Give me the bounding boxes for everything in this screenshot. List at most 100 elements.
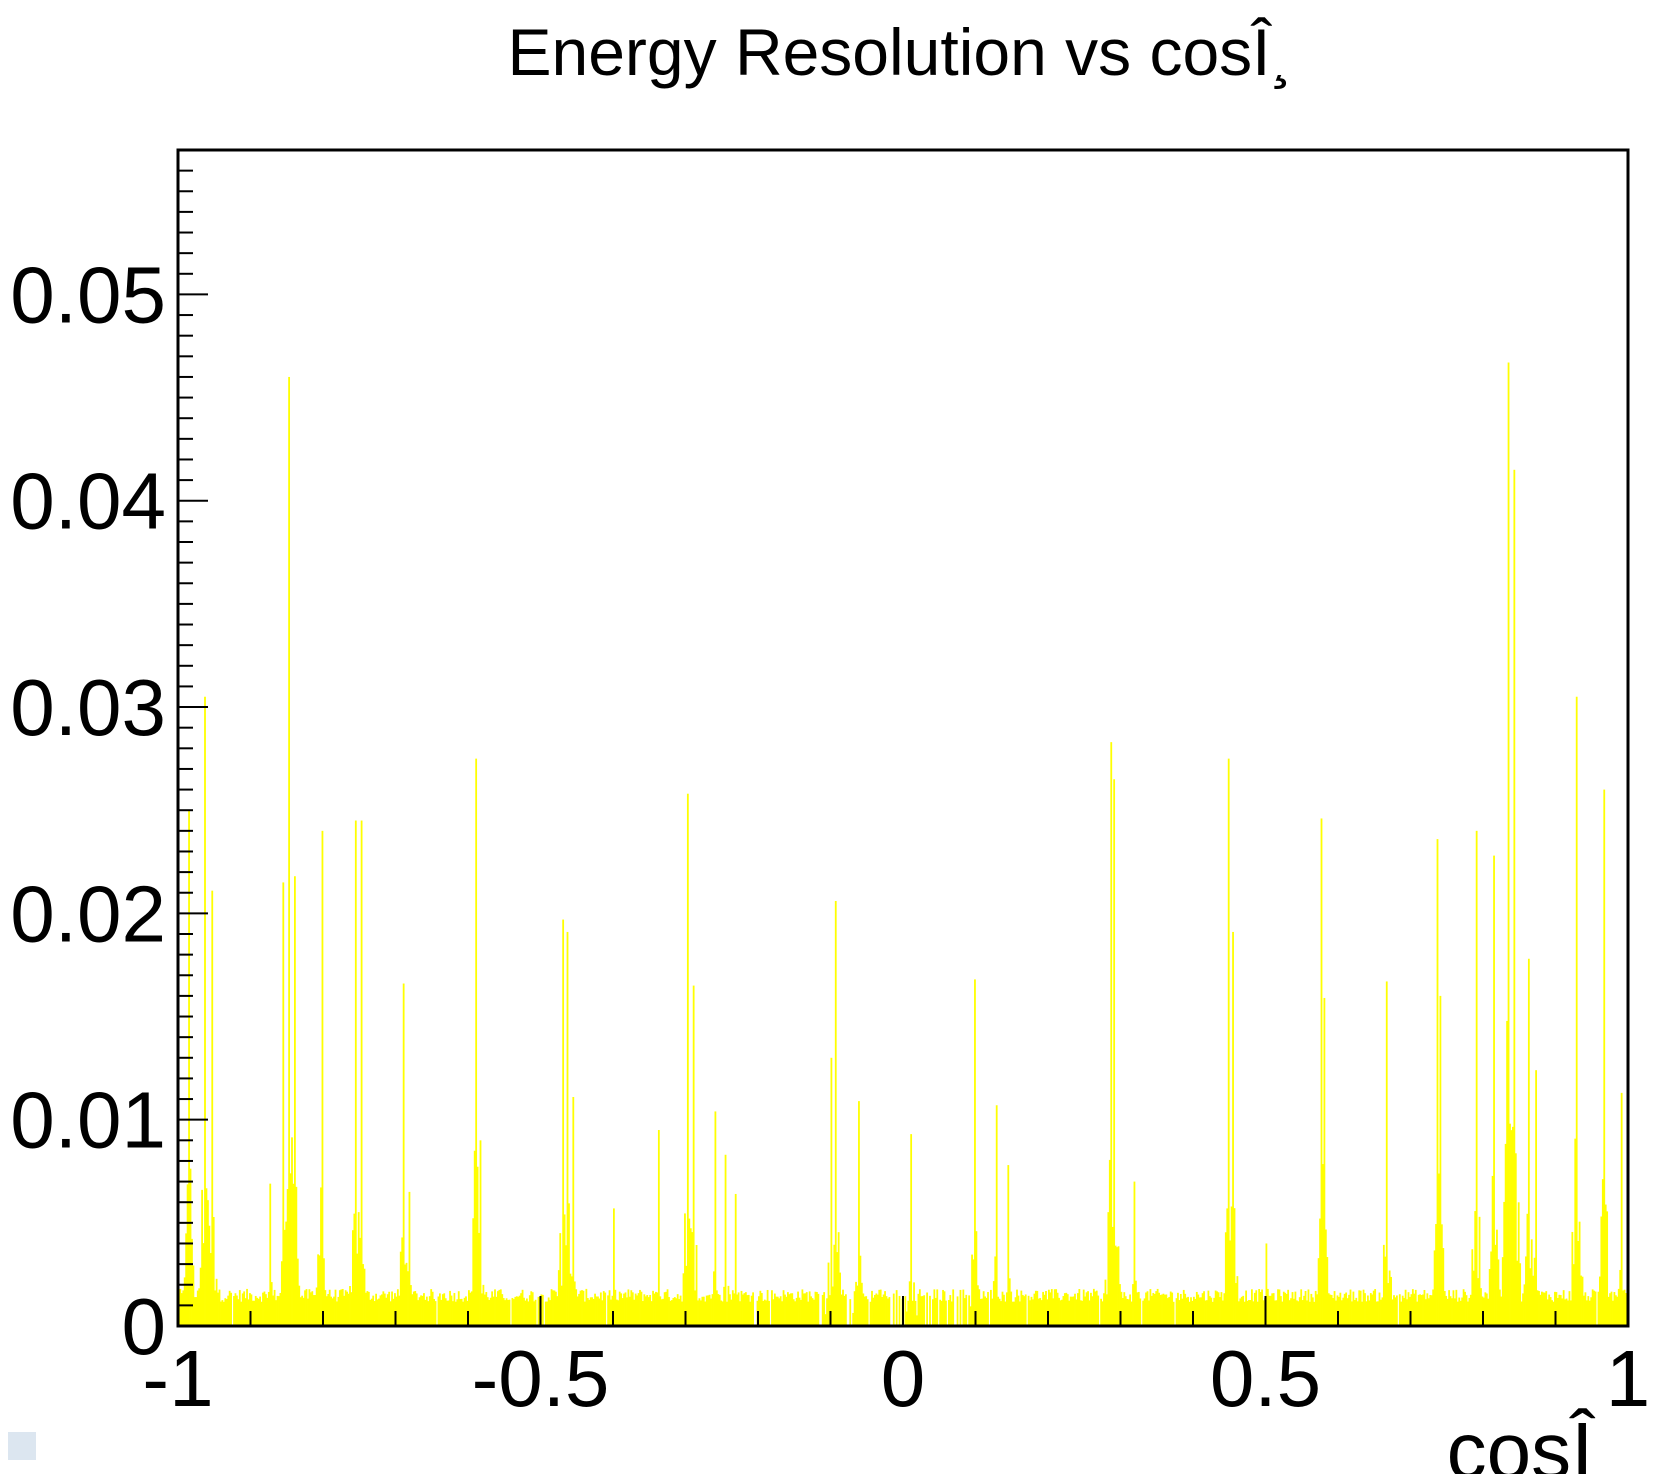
bar bbox=[985, 1297, 988, 1326]
bar bbox=[214, 1290, 217, 1326]
bar bbox=[424, 1299, 427, 1326]
bar bbox=[1185, 1297, 1188, 1326]
bar bbox=[929, 1295, 931, 1326]
bar bbox=[343, 1295, 346, 1326]
bar bbox=[286, 1189, 289, 1326]
bar bbox=[788, 1294, 791, 1326]
bar bbox=[1401, 1295, 1404, 1326]
bar bbox=[1235, 1283, 1237, 1326]
bar bbox=[1081, 1300, 1084, 1326]
bar bbox=[1522, 1293, 1524, 1326]
bar bbox=[362, 1264, 364, 1326]
bar bbox=[1092, 1288, 1095, 1326]
bar bbox=[1050, 1289, 1053, 1326]
bar bbox=[1394, 1297, 1397, 1326]
bar bbox=[505, 1298, 508, 1326]
bar bbox=[399, 1251, 402, 1326]
bar bbox=[662, 1298, 665, 1326]
bar bbox=[1551, 1300, 1553, 1326]
bar bbox=[631, 1292, 634, 1326]
bar bbox=[1195, 1291, 1198, 1326]
bar bbox=[1232, 931, 1234, 1326]
bar bbox=[763, 1299, 766, 1326]
bar bbox=[1217, 1292, 1220, 1326]
bar bbox=[778, 1298, 781, 1326]
bar bbox=[273, 1289, 276, 1326]
x-axis-title: cosÎ¸ bbox=[1447, 1406, 1620, 1474]
bar bbox=[1013, 1301, 1015, 1326]
bar bbox=[486, 1297, 489, 1326]
bar bbox=[1200, 1297, 1203, 1326]
bar bbox=[1501, 1257, 1504, 1326]
bar bbox=[402, 983, 405, 1326]
bar bbox=[482, 1284, 485, 1326]
bar bbox=[1581, 1276, 1584, 1326]
bar bbox=[1082, 1289, 1085, 1326]
bar bbox=[982, 1291, 985, 1326]
bar bbox=[1336, 1295, 1339, 1326]
bar bbox=[1190, 1297, 1192, 1326]
bar bbox=[392, 1298, 395, 1326]
bar bbox=[1541, 1291, 1543, 1326]
bar bbox=[884, 1291, 886, 1326]
bar bbox=[585, 1288, 588, 1326]
bar bbox=[987, 1292, 989, 1326]
bar bbox=[997, 1296, 1000, 1326]
bar bbox=[721, 1301, 724, 1326]
bar bbox=[1427, 1298, 1430, 1326]
bar bbox=[573, 1281, 576, 1326]
bar bbox=[984, 1296, 986, 1326]
bar bbox=[827, 1262, 830, 1326]
bar bbox=[979, 1298, 982, 1326]
bar bbox=[1384, 1256, 1387, 1326]
bar bbox=[700, 1300, 702, 1326]
bar bbox=[592, 1298, 595, 1326]
bar bbox=[1262, 1300, 1265, 1326]
bar bbox=[727, 1285, 730, 1326]
bar bbox=[737, 1292, 740, 1326]
bar bbox=[1580, 1275, 1582, 1326]
bar bbox=[1034, 1290, 1037, 1326]
bar bbox=[1607, 1296, 1610, 1326]
bar bbox=[1059, 1300, 1062, 1326]
bar bbox=[965, 1294, 968, 1326]
bar bbox=[787, 1292, 789, 1326]
bar bbox=[1387, 1283, 1390, 1326]
bar bbox=[602, 1291, 605, 1326]
bar bbox=[441, 1294, 444, 1326]
bar bbox=[1255, 1290, 1258, 1326]
bar bbox=[415, 1293, 418, 1326]
bar bbox=[697, 1300, 699, 1326]
bar bbox=[994, 1256, 997, 1326]
bar bbox=[1374, 1289, 1377, 1326]
bar bbox=[465, 1296, 467, 1326]
bar bbox=[1594, 1291, 1597, 1326]
bar bbox=[1345, 1292, 1348, 1326]
bar bbox=[1032, 1299, 1034, 1326]
bar bbox=[1094, 1291, 1097, 1326]
bar bbox=[1351, 1301, 1353, 1326]
bar bbox=[1577, 1241, 1580, 1326]
bar bbox=[508, 1299, 511, 1326]
bar bbox=[749, 1301, 752, 1326]
bar bbox=[1526, 1213, 1529, 1326]
bar bbox=[1197, 1294, 1200, 1326]
bar bbox=[478, 1232, 480, 1326]
bar bbox=[1372, 1290, 1375, 1326]
bar bbox=[1017, 1295, 1020, 1326]
bar bbox=[359, 1237, 362, 1326]
bar bbox=[1152, 1292, 1155, 1326]
bar bbox=[1001, 1291, 1004, 1326]
bar bbox=[971, 1254, 973, 1326]
bar bbox=[810, 1296, 812, 1326]
bar bbox=[789, 1293, 792, 1326]
bar bbox=[1472, 1270, 1475, 1326]
bar bbox=[1216, 1291, 1218, 1326]
bar bbox=[586, 1298, 589, 1326]
bar bbox=[179, 1288, 182, 1326]
bar bbox=[444, 1298, 447, 1326]
bar bbox=[341, 1288, 344, 1326]
bar bbox=[430, 1289, 433, 1326]
bar bbox=[427, 1301, 430, 1326]
bar bbox=[328, 1289, 331, 1326]
